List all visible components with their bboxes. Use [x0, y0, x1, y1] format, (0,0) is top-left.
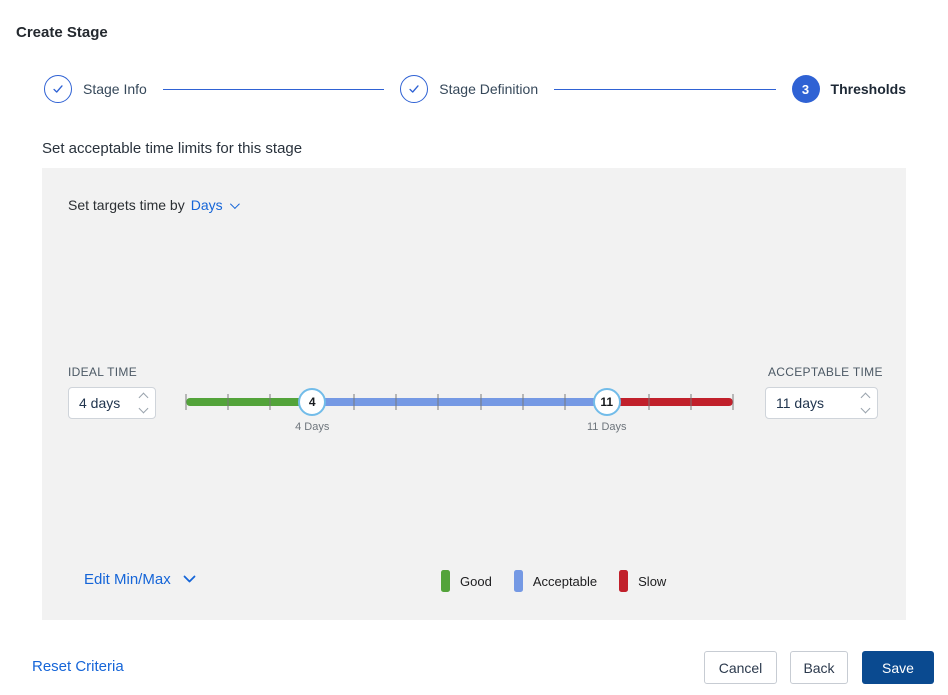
- step-thresholds[interactable]: 3 Thresholds: [791, 75, 907, 103]
- increment-icon[interactable]: [860, 392, 871, 403]
- check-circle-icon: [44, 75, 72, 103]
- legend-item: Slow: [619, 570, 666, 592]
- legend-item: Good: [441, 570, 492, 592]
- back-button[interactable]: Back: [790, 651, 848, 684]
- acceptable-handle-value: 11: [600, 395, 614, 409]
- chevron-down-icon: [183, 575, 196, 583]
- step-label: Stage Definition: [439, 81, 539, 97]
- save-button[interactable]: Save: [862, 651, 934, 684]
- step-connector: [554, 88, 776, 90]
- step-connector: [162, 88, 385, 90]
- step-number: 3: [801, 81, 810, 97]
- legend-label: Good: [460, 573, 492, 589]
- acceptable-time-field: [765, 387, 878, 419]
- chevron-down-icon: [229, 198, 240, 209]
- acceptable-time-label: ACCEPTABLE TIME: [768, 365, 883, 379]
- step-label: Thresholds: [830, 81, 907, 97]
- step-stage-info[interactable]: Stage Info: [44, 75, 147, 103]
- ideal-handle[interactable]: 4: [298, 388, 327, 416]
- ideal-handle-value: 4: [308, 395, 316, 409]
- acceptable-handle[interactable]: 11: [592, 388, 621, 416]
- unit-dropdown-value: Days: [190, 197, 223, 213]
- acceptable-handle-label: 11 Days: [586, 421, 627, 433]
- ideal-time-field: [68, 387, 156, 419]
- legend-label: Slow: [638, 573, 667, 589]
- ideal-time-label: IDEAL TIME: [68, 365, 138, 379]
- stepper: Stage Info Stage Definition 3 Thresholds: [44, 75, 906, 103]
- time-slider: 4 4 Days 11 11 Days: [185, 368, 734, 438]
- status-legend: Good Acceptable Slow: [441, 570, 666, 592]
- ideal-handle-label: 4 Days: [295, 421, 330, 433]
- legend-item: Acceptable: [513, 570, 598, 592]
- target-time-row: Set targets time by Days: [68, 197, 240, 213]
- check-circle-icon: [400, 75, 429, 103]
- slider-ticks: [185, 394, 734, 410]
- decrement-icon[interactable]: [138, 403, 149, 414]
- thresholds-panel: Set targets time by Days IDEAL TIME 4: [42, 168, 906, 620]
- decrement-icon[interactable]: [860, 403, 871, 414]
- legend-swatch: [619, 570, 629, 592]
- step-stage-definition[interactable]: Stage Definition: [400, 75, 538, 103]
- slider-segment-slow: [606, 398, 733, 406]
- target-time-label: Set targets time by: [68, 197, 185, 213]
- slider-track: [186, 398, 733, 406]
- step-label: Stage Info: [83, 81, 147, 97]
- step-number-badge: 3: [791, 75, 820, 103]
- legend-label: Acceptable: [532, 573, 598, 589]
- acceptable-time-stepper: [860, 392, 877, 414]
- slider-segment-acceptable: [312, 398, 607, 406]
- section-heading: Set acceptable time limits for this stag…: [42, 140, 303, 157]
- ideal-time-input[interactable]: [69, 395, 140, 411]
- cancel-button[interactable]: Cancel: [704, 651, 777, 684]
- acceptable-time-input[interactable]: [766, 395, 862, 411]
- legend-swatch: [441, 570, 450, 592]
- legend-swatch: [513, 570, 523, 592]
- unit-dropdown[interactable]: Days: [190, 197, 240, 213]
- edit-minmax-link[interactable]: Edit Min/Max: [84, 571, 196, 588]
- slider-segment-good: [186, 398, 313, 406]
- edit-minmax-label: Edit Min/Max: [84, 571, 171, 588]
- page-title: Create Stage: [16, 24, 108, 41]
- reset-criteria-link[interactable]: Reset Criteria: [32, 658, 124, 675]
- ideal-time-stepper: [138, 392, 155, 414]
- increment-icon[interactable]: [138, 392, 149, 403]
